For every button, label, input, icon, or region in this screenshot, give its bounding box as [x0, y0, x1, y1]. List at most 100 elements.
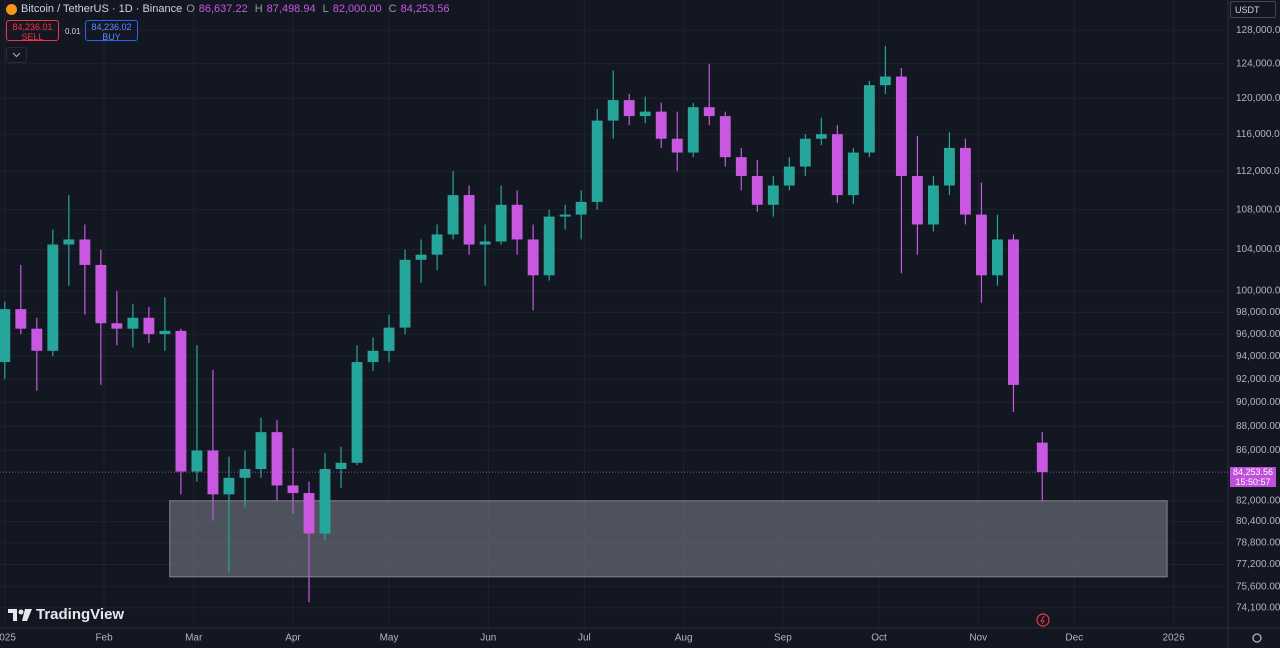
candle-body [655, 111, 667, 139]
candle-body [927, 185, 939, 225]
candle-body [943, 147, 955, 186]
candle-body [751, 175, 763, 205]
candle-body [495, 204, 507, 242]
candle-body [847, 152, 859, 196]
ohlc-key: C [388, 3, 397, 15]
candle-body [719, 116, 731, 158]
sell-button[interactable]: 84,236.01 SELL [6, 20, 59, 42]
support-zone [169, 500, 1168, 578]
candle-body [143, 317, 155, 335]
x-tick-label: Apr [285, 633, 301, 644]
settings-icon[interactable] [1252, 633, 1262, 643]
candle-body [639, 111, 651, 117]
candle-body [367, 350, 379, 363]
candle-body [239, 469, 251, 478]
sell-label: SELL [21, 32, 44, 42]
replay-icon[interactable] [1036, 613, 1050, 627]
brand-logo[interactable]: TradingView [8, 606, 124, 623]
brand-name: TradingView [36, 606, 125, 623]
collapse-button[interactable] [6, 47, 27, 63]
y-tick-label: 78,800.00 [1236, 537, 1280, 548]
candle-body [1008, 239, 1019, 385]
candle-body [703, 107, 715, 117]
candle-body [831, 134, 843, 196]
candle-body [303, 493, 315, 534]
y-tick-label: 74,100.00 [1236, 602, 1280, 613]
candle-body [191, 450, 203, 472]
y-tick-label: 104,000.00 [1236, 244, 1280, 255]
candle-body [319, 469, 331, 534]
candle-body [399, 259, 411, 328]
candle-body [63, 239, 75, 245]
x-tick-label: Jul [578, 633, 591, 644]
x-tick-label: Nov [969, 633, 987, 644]
candle-body [687, 107, 699, 153]
x-tick-label: Mar [185, 633, 203, 644]
countdown: 15:50:57 [1235, 477, 1271, 488]
chevron [12, 52, 21, 58]
candle-body [383, 327, 395, 351]
y-tick-label: 82,000.00 [1236, 495, 1280, 506]
logo-mark [8, 608, 32, 621]
candle-body [351, 362, 363, 463]
buy-button[interactable]: 84,236.02 BUY [85, 20, 138, 42]
candle-body [1036, 442, 1048, 473]
candle-body [607, 100, 619, 121]
y-tick-label: 124,000.00 [1236, 58, 1280, 69]
candle-body [879, 76, 891, 86]
x-tick-label: Feb [95, 633, 113, 644]
y-tick-label: 94,000.00 [1236, 351, 1280, 362]
symbol[interactable]: Bitcoin / TetherUS · 1D · Binance [21, 3, 183, 15]
candle-body [559, 214, 571, 217]
candle-body [287, 485, 299, 494]
ohlc-value: 84,253.56 [400, 3, 450, 15]
x-tick-label: 2025 [0, 633, 16, 644]
x-tick-label: Aug [675, 633, 693, 644]
candle-body [127, 317, 139, 329]
currency-select[interactable]: USDT [1230, 1, 1276, 18]
ohlc-value: 87,498.94 [266, 3, 316, 15]
y-tick-label: 77,200.00 [1236, 559, 1280, 570]
last-price: 84,253.56 [1232, 467, 1274, 478]
candle-body [415, 254, 427, 260]
candle-body [511, 204, 523, 240]
candle-body [895, 76, 907, 176]
price-tag: 84,253.56 15:50:57 [1230, 467, 1276, 488]
y-tick-label: 80,400.00 [1236, 516, 1280, 527]
candle-body [799, 138, 811, 167]
candle-body [335, 462, 347, 470]
ohlc-key: L [322, 3, 329, 15]
candle-body [95, 264, 107, 324]
sell-price: 84,236.01 [12, 22, 53, 32]
buy-label: BUY [102, 32, 121, 42]
spread: 0.01 [65, 27, 81, 36]
ohlc-key: H [254, 3, 263, 15]
candle-body [575, 201, 587, 215]
candle-body [815, 134, 827, 139]
candle-body [0, 309, 11, 363]
y-tick-label: 112,000.00 [1236, 166, 1280, 177]
y-tick-label: 90,000.00 [1236, 397, 1280, 408]
x-tick-label: May [380, 633, 399, 644]
candle-body [31, 328, 43, 351]
symbol-header: Bitcoin / TetherUS · 1D · Binance O 86,63… [6, 3, 453, 15]
candle-body [431, 234, 443, 255]
y-tick-label: 100,000.00 [1236, 286, 1280, 297]
candle-body [767, 185, 779, 205]
candle-body [959, 147, 971, 215]
candle-body [447, 195, 459, 235]
buy-price: 84,236.02 [91, 22, 132, 32]
candle-body [591, 120, 603, 202]
ohlc-value: 86,637.22 [198, 3, 248, 15]
candle-body [15, 309, 27, 329]
candle-body [111, 323, 123, 329]
candle-body [47, 244, 59, 351]
candle-body [271, 432, 283, 486]
candle-body [207, 450, 219, 495]
candle-body [671, 138, 683, 153]
y-tick-label: 75,600.00 [1236, 581, 1280, 592]
candle-body [527, 239, 539, 276]
candle-body [863, 85, 875, 153]
candle-body [735, 157, 747, 176]
